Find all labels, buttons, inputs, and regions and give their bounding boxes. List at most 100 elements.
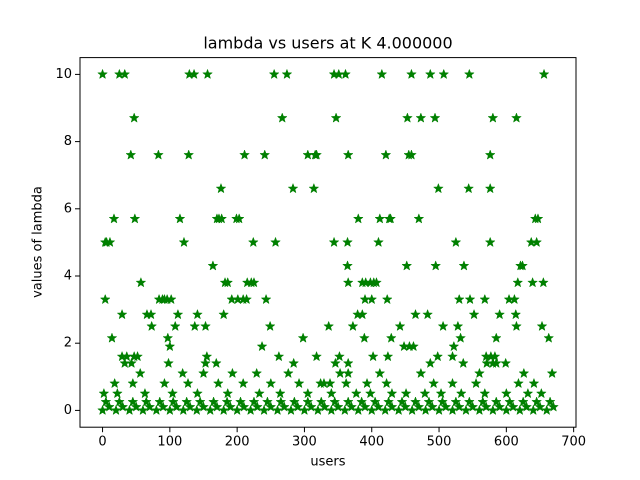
point [222,277,234,288]
x-tick-label: 400 [359,435,384,450]
point [109,377,121,389]
point [297,332,309,343]
point [420,404,432,416]
point [248,277,260,288]
point [124,404,135,416]
point [215,182,227,194]
y-tick-label: 6 [64,201,72,216]
x-tick-label: 300 [292,435,317,450]
point [144,401,156,412]
point [359,401,371,412]
point [157,401,169,412]
point [406,149,417,160]
point [500,404,512,416]
point [201,350,213,362]
point [531,396,543,407]
point [212,377,224,389]
point [358,332,370,343]
point [177,404,189,416]
point [521,401,532,412]
point [97,68,108,80]
point [507,401,519,412]
point [261,396,273,407]
point [198,401,209,412]
point [150,404,162,416]
point [165,293,177,305]
point [134,367,146,379]
point [480,401,492,412]
point [278,401,290,412]
point [352,404,364,416]
point [477,396,489,407]
point [152,149,164,160]
point [192,308,203,320]
point [408,340,419,352]
point [386,387,398,399]
point [534,401,546,412]
point [406,68,417,80]
point [328,236,340,248]
point [113,396,125,407]
point [500,387,512,399]
point [227,367,238,379]
point [265,401,277,412]
point [342,236,353,248]
point [194,396,206,407]
point [536,320,548,332]
point [437,320,449,332]
point [470,377,482,389]
point [532,213,544,224]
point [311,149,322,160]
point [356,396,368,407]
point [264,320,276,332]
point [463,182,475,194]
point [135,277,147,288]
point [235,396,246,407]
point [126,357,137,368]
point [329,357,341,368]
point [527,277,539,288]
point [373,401,384,412]
point [191,404,203,416]
point [288,357,300,368]
point [111,387,123,399]
point [424,68,436,80]
point [548,401,559,412]
point [510,308,522,320]
point [473,367,485,379]
point [440,401,452,412]
point [288,396,300,407]
point [210,357,222,368]
point [435,387,447,399]
point [399,401,411,412]
point [463,68,475,80]
point [366,404,378,416]
point [270,236,281,248]
point [329,396,341,407]
point [413,401,425,412]
point [436,396,448,407]
point [146,320,158,332]
point [410,308,421,320]
point [546,367,558,379]
point [517,260,528,271]
point [393,404,405,416]
point [178,236,190,248]
point [419,387,431,399]
point [428,377,440,389]
point [541,404,553,416]
point [494,401,506,412]
point [285,404,297,416]
point [231,404,243,416]
point [487,404,499,416]
point [494,308,506,320]
point [275,396,287,407]
point [162,332,174,343]
point [172,308,184,320]
point [457,357,469,368]
point [140,396,152,407]
point [518,367,530,379]
point [538,68,550,80]
point [401,112,413,123]
point [98,387,110,399]
